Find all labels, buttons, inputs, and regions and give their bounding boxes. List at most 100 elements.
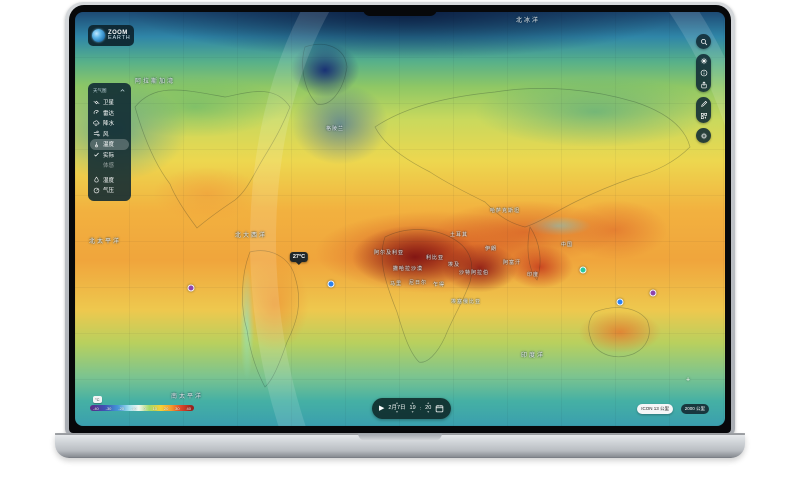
sidebar-item-radar[interactable]: 雷达	[88, 108, 131, 119]
sidebar-item-wind[interactable]: 风	[88, 129, 131, 140]
laptop-thumb-scoop	[358, 433, 442, 441]
map-label-region: 乍得	[432, 282, 446, 288]
map-label-region: 伊朗	[484, 246, 498, 252]
sidebar-item-label: 湿度	[103, 177, 115, 184]
wind-icon	[93, 131, 100, 137]
chevron-up-icon[interactable]	[119, 87, 126, 94]
map-label-region: 马里	[389, 281, 403, 287]
sidebar-item-humidity[interactable]: 湿度	[88, 175, 131, 186]
place-marker[interactable]	[616, 298, 624, 306]
map-label-region: 阿富汗	[502, 260, 522, 266]
sidebar-item-label: 风	[103, 131, 109, 138]
check-icon	[94, 153, 99, 157]
map-label-region: 沙特阿拉伯	[458, 270, 490, 276]
sidebar-item-satellite[interactable]: 卫星	[88, 97, 131, 108]
sidebar-item-label: 雷达	[103, 110, 115, 117]
map-label-ocean: 南太平洋	[170, 394, 204, 400]
sidebar-item-feels-like[interactable]: 体感	[88, 160, 131, 171]
place-marker[interactable]	[187, 284, 195, 292]
hour-value: 19	[409, 404, 416, 411]
draw-pencil-icon[interactable]	[700, 100, 708, 108]
share-icon[interactable]	[700, 81, 708, 89]
sidebar-item-temperature[interactable]: 温度	[90, 139, 129, 150]
temperature-gradient-bar[interactable]: -40 -30 -20 -10 0 10 20 30 40	[90, 405, 194, 411]
place-marker[interactable]	[579, 266, 587, 274]
scale-tick: 40	[186, 405, 191, 411]
sidebar-item-label: 体感	[103, 163, 115, 170]
logo-line2: EARTH	[108, 34, 131, 41]
map-label-region: 埃塞俄比亚	[450, 299, 482, 305]
caret-up-icon[interactable]: ▲	[410, 401, 415, 406]
right-toolbar	[696, 34, 711, 143]
sidebar-item-precipitation[interactable]: 降水	[88, 118, 131, 129]
info-icon[interactable]	[700, 69, 708, 77]
map-label-region: 埃及	[447, 262, 461, 268]
zoom-earth-app: 北冰洋 阿拉斯加湾 北太平洋 北大西洋 南太平洋 印度洋 格陵兰 哈萨克斯坦 土…	[75, 12, 725, 426]
search-button[interactable]	[696, 34, 711, 49]
sidebar-item-actual[interactable]: 实际	[88, 150, 131, 161]
camera-notch	[363, 5, 437, 16]
gear-icon	[700, 132, 707, 139]
layers-panel-header[interactable]: 天气图	[88, 87, 131, 97]
calendar-icon[interactable]	[435, 404, 444, 413]
map-label-region: 土耳其	[449, 232, 469, 238]
minute-stepper[interactable]: ▲ 20 ▼	[425, 402, 431, 415]
thermometer-icon	[95, 141, 98, 148]
hour-stepper[interactable]: ▲ 19 ▼	[410, 402, 416, 415]
scale-tick: -10	[130, 405, 137, 411]
scale-tick: -30	[105, 405, 112, 411]
model-badge[interactable]: ICON 13 公里	[637, 404, 673, 414]
date-value: 2月7日	[388, 404, 406, 411]
explore-icon[interactable]	[700, 57, 708, 65]
caret-down-icon[interactable]: ▼	[410, 410, 415, 415]
globe-icon	[92, 29, 105, 42]
map-graticule	[75, 12, 725, 426]
scale-tick: 20	[163, 405, 169, 411]
sidebar-item-pressure[interactable]: 气压	[88, 185, 131, 196]
scale-tick: -20	[118, 405, 125, 411]
scale-tick: 0	[143, 405, 146, 411]
place-marker[interactable]	[649, 289, 657, 297]
plus-marker[interactable]: +	[685, 376, 691, 384]
toolbar-group-tools	[696, 97, 711, 123]
unit-toggle[interactable]: °C	[93, 396, 102, 403]
place-marker[interactable]	[327, 280, 335, 288]
logo-text: ZOOM EARTH	[108, 30, 131, 42]
scale-tick: 10	[152, 405, 158, 411]
map-label-ocean: 北大西洋	[234, 233, 268, 239]
map-label-ocean: 阿拉斯加湾	[134, 79, 176, 85]
map-label-region: 中国	[560, 242, 574, 248]
sidebar-item-label: 温度	[103, 142, 115, 149]
settings-button[interactable]	[696, 128, 711, 143]
date-stepper[interactable]: ▲ 2月7日 ▼	[388, 402, 405, 415]
minute-value: 20	[425, 404, 432, 411]
map-label-ocean: 北太平洋	[88, 239, 122, 245]
caret-up-icon[interactable]: ▲	[426, 401, 430, 406]
layers-panel-title: 天气图	[93, 87, 107, 93]
sidebar-item-label: 卫星	[103, 100, 115, 107]
rain-icon	[93, 120, 100, 126]
map-label-region: 格陵兰	[325, 126, 345, 132]
day-night-terminator	[211, 12, 725, 426]
timeline-player: ▶ ▲ 2月7日 ▼ ▲ 19 ▼ : ▲ 20 ▼	[372, 398, 452, 419]
map-label-ocean: 印度洋	[520, 353, 546, 359]
caret-down-icon[interactable]: ▼	[395, 410, 399, 415]
play-button[interactable]: ▶	[379, 405, 385, 412]
map-scale-badge[interactable]: 2000 公里	[680, 404, 709, 414]
temperature-tooltip[interactable]: 27°C	[289, 252, 309, 265]
map-label-region: 哈萨克斯坦	[489, 208, 521, 214]
zoom-earth-logo[interactable]: ZOOM EARTH	[88, 25, 134, 46]
embed-qr-icon[interactable]	[700, 112, 708, 120]
scale-tick: -40	[93, 405, 99, 411]
logo-line1: ZOOM	[108, 29, 128, 36]
radar-icon	[93, 110, 99, 115]
sidebar-item-label: 降水	[103, 121, 115, 128]
sidebar-item-label: 实际	[103, 152, 115, 159]
caret-up-icon[interactable]: ▲	[395, 401, 399, 406]
pressure-gauge-icon	[93, 187, 100, 193]
caret-down-icon[interactable]: ▼	[426, 410, 430, 415]
map-label-region: 利比亚	[425, 255, 445, 261]
map-label-region: 阿尔及利亚	[373, 250, 405, 256]
sidebar-item-label: 气压	[103, 188, 115, 195]
